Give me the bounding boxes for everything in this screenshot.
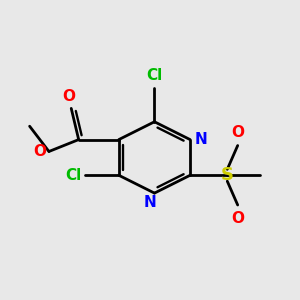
- Text: O: O: [231, 211, 244, 226]
- Text: Cl: Cl: [146, 68, 163, 83]
- Text: N: N: [195, 132, 207, 147]
- Text: O: O: [34, 144, 46, 159]
- Text: S: S: [221, 166, 234, 184]
- Text: N: N: [144, 195, 156, 210]
- Text: O: O: [231, 124, 244, 140]
- Text: Cl: Cl: [65, 168, 81, 183]
- Text: O: O: [62, 88, 75, 104]
